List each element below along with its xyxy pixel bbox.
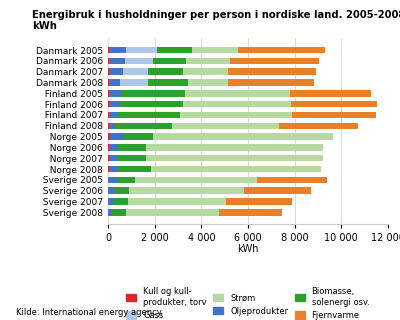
Bar — [109, 68, 123, 75]
Bar — [109, 101, 120, 108]
Bar — [109, 166, 118, 172]
Bar — [126, 209, 219, 216]
Bar — [109, 47, 126, 53]
Bar — [151, 166, 321, 172]
Bar — [184, 90, 290, 97]
Bar — [148, 68, 183, 75]
Legend: Kull og kull-
produkter, torv, Gass, Strøm, Oljeprodukter, Biomasse,
solenergi o: Kull og kull- produkter, torv, Gass, Str… — [123, 284, 373, 320]
Bar — [192, 47, 238, 53]
Bar — [109, 112, 117, 118]
Bar — [117, 177, 135, 183]
Bar — [226, 198, 292, 205]
Bar — [183, 101, 291, 108]
Bar — [279, 123, 358, 129]
Bar — [108, 144, 109, 151]
Bar — [108, 209, 112, 216]
Bar — [228, 68, 316, 75]
Bar — [120, 79, 148, 86]
Bar — [291, 101, 377, 108]
Bar — [123, 68, 148, 75]
Bar — [120, 101, 183, 108]
Bar — [118, 144, 146, 151]
Bar — [219, 209, 282, 216]
Bar — [146, 144, 323, 151]
Bar — [108, 155, 109, 162]
Bar — [117, 112, 180, 118]
Bar — [122, 90, 184, 97]
Bar — [290, 90, 371, 97]
Bar — [110, 133, 123, 140]
Bar — [180, 112, 292, 118]
Bar — [244, 188, 312, 194]
Bar — [238, 47, 324, 53]
Bar — [112, 209, 126, 216]
Bar — [108, 188, 116, 194]
Bar — [148, 79, 188, 86]
Bar — [114, 198, 128, 205]
Bar — [109, 58, 125, 64]
Bar — [156, 47, 192, 53]
Bar — [109, 123, 116, 129]
Text: Energibruk i husholdninger per person i nordiske land. 2005-2008.: Energibruk i husholdninger per person i … — [32, 10, 400, 20]
Bar — [109, 90, 122, 97]
Bar — [108, 101, 109, 108]
Bar — [118, 166, 151, 172]
Bar — [108, 112, 109, 118]
Bar — [125, 58, 153, 64]
Bar — [292, 112, 376, 118]
Bar — [108, 68, 109, 75]
Bar — [108, 123, 109, 129]
X-axis label: kWh: kWh — [237, 244, 259, 254]
Bar — [228, 79, 314, 86]
Bar — [128, 198, 226, 205]
Bar — [257, 177, 327, 183]
Bar — [146, 155, 323, 162]
Bar — [183, 68, 228, 75]
Text: kWh: kWh — [32, 21, 57, 31]
Bar — [108, 166, 109, 172]
Bar — [108, 79, 109, 86]
Text: Kilde: International energy agency.: Kilde: International energy agency. — [16, 308, 163, 317]
Bar — [108, 198, 114, 205]
Bar — [108, 177, 117, 183]
Bar — [109, 79, 120, 86]
Bar — [108, 58, 109, 64]
Bar — [123, 133, 153, 140]
Bar — [230, 58, 319, 64]
Bar — [126, 47, 156, 53]
Bar — [108, 133, 110, 140]
Bar — [108, 90, 109, 97]
Bar — [130, 188, 244, 194]
Bar — [153, 133, 333, 140]
Bar — [109, 144, 118, 151]
Bar — [153, 58, 186, 64]
Bar — [172, 123, 279, 129]
Bar — [118, 155, 146, 162]
Bar — [186, 58, 230, 64]
Bar — [135, 177, 257, 183]
Bar — [109, 155, 118, 162]
Bar — [116, 123, 172, 129]
Bar — [108, 47, 109, 53]
Bar — [188, 79, 228, 86]
Bar — [116, 188, 130, 194]
